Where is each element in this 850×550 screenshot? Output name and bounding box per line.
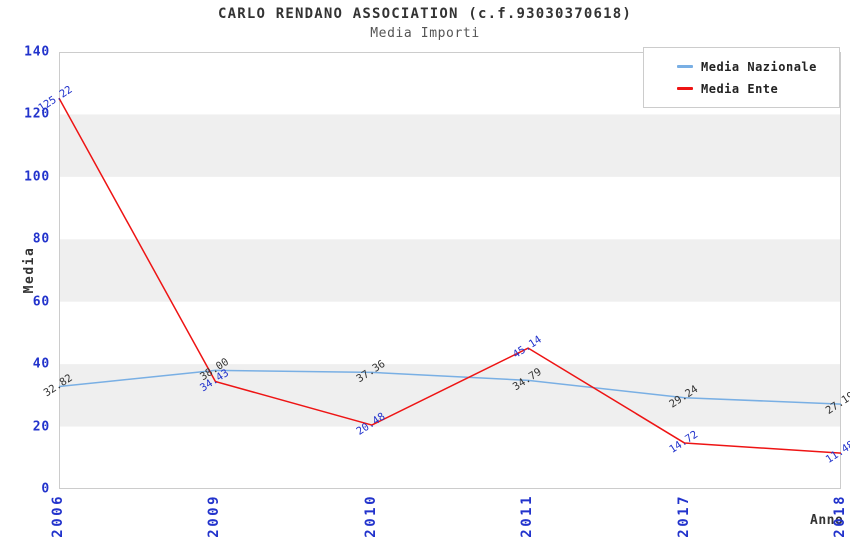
point-label: 45.14 bbox=[511, 334, 544, 361]
legend-swatch-media-nazionale-icon bbox=[677, 65, 693, 68]
y-tick-label: 60 bbox=[32, 294, 50, 310]
chart-subtitle: Media Importi bbox=[370, 26, 480, 41]
legend: Media Nazionale Media Ente bbox=[643, 47, 840, 108]
x-tick-label: 2006 bbox=[50, 494, 66, 538]
grid-band bbox=[59, 239, 841, 302]
grid-band bbox=[59, 364, 841, 427]
legend-item-media-ente: Media Ente bbox=[677, 82, 839, 96]
y-tick-label: 100 bbox=[24, 169, 50, 185]
chart-title: CARLO RENDANO ASSOCIATION (c.f.930303706… bbox=[217, 6, 633, 22]
grid-band bbox=[59, 114, 841, 177]
plot-area: 32.82 38.00 37.36 34.79 29.24 27.19 125.22 34.4… bbox=[36, 52, 850, 489]
y-tick-label: 140 bbox=[24, 44, 50, 60]
legend-label-media-ente: Media Ente bbox=[701, 81, 779, 96]
y-tick-label: 0 bbox=[41, 481, 50, 497]
x-tick-label: 2010 bbox=[362, 494, 379, 538]
x-tick-label: 2009 bbox=[206, 494, 223, 538]
x-tick-label: 2018 bbox=[832, 494, 848, 538]
point-label: 14.72 bbox=[667, 429, 700, 456]
y-tick-label: 40 bbox=[32, 356, 50, 372]
series-line-media-nazionale bbox=[58, 369, 842, 405]
x-tick-label: 2017 bbox=[675, 494, 692, 538]
x-axis-title: Anno bbox=[810, 513, 844, 528]
x-tick-label: 2011 bbox=[519, 494, 536, 538]
y-tick-label: 20 bbox=[32, 419, 50, 435]
point-label: 11.48 bbox=[824, 439, 850, 466]
legend-label-media-nazionale: Media Nazionale bbox=[701, 59, 817, 74]
legend-swatch-media-ente-icon bbox=[677, 87, 693, 90]
y-axis-title: Media bbox=[22, 246, 37, 294]
legend-item-media-nazionale: Media Nazionale bbox=[677, 60, 839, 74]
y-tick-label: 80 bbox=[32, 231, 50, 247]
series-line-media-ente bbox=[58, 97, 842, 454]
plot-border bbox=[59, 52, 841, 489]
y-tick-label: 120 bbox=[24, 106, 50, 122]
